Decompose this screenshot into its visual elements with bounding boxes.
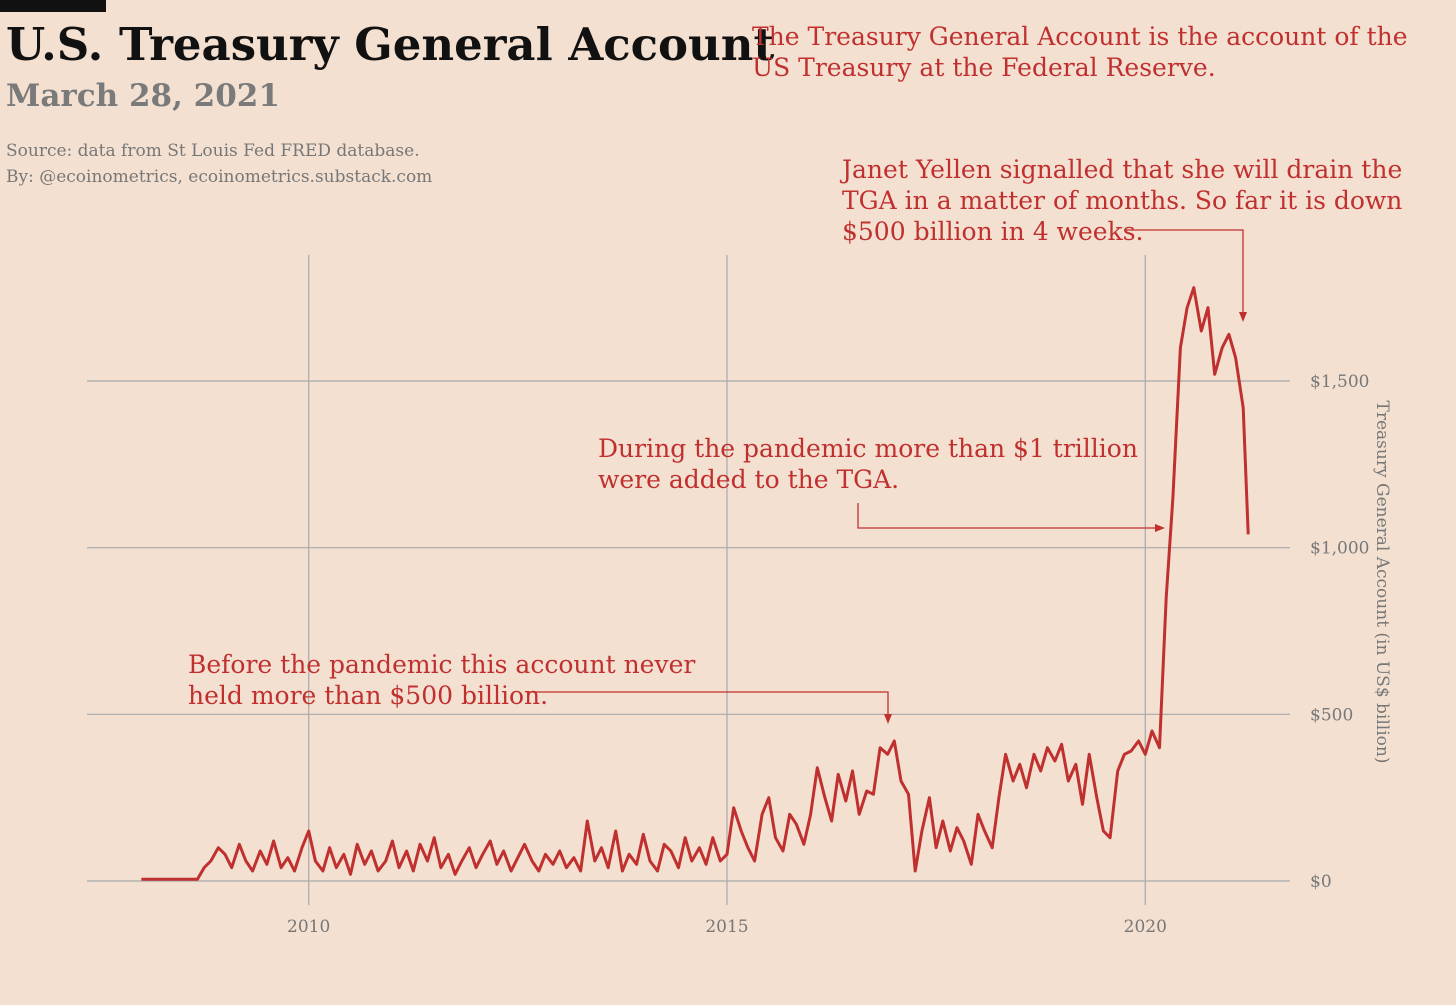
note: The Treasury General Account is the acco…: [752, 22, 1408, 51]
arrowhead: [1239, 312, 1247, 322]
y-tick-label: $0: [1310, 872, 1332, 892]
annotation: were added to the TGA.: [598, 465, 899, 494]
arrowheads: [884, 312, 1247, 724]
y-tick-label: $500: [1310, 705, 1353, 725]
annotation: held more than $500 billion.: [188, 681, 548, 710]
annotation: Janet Yellen signalled that she will dra…: [839, 155, 1402, 184]
x-tick-label: 2010: [287, 917, 330, 937]
arrow: [528, 691, 889, 716]
y-axis-label: Treasury General Account (in US$ billion…: [1372, 401, 1392, 764]
annotation: TGA in a matter of months. So far it is …: [842, 186, 1402, 215]
y-tick-label: $1,500: [1310, 372, 1369, 392]
note: US Treasury at the Federal Reserve.: [752, 53, 1216, 82]
corner-bar: [0, 0, 106, 12]
arrowhead: [1155, 524, 1165, 532]
annotation: Before the pandemic this account never: [188, 650, 695, 679]
y-tick-label: $1,000: [1310, 539, 1369, 559]
annotation: $500 billion in 4 weeks.: [842, 217, 1143, 246]
arrowhead: [884, 714, 892, 724]
source: By: @ecoinometrics, ecoinometrics.substa…: [6, 167, 432, 187]
arrows: [528, 229, 1244, 716]
chart-title: U.S. Treasury General Account: [6, 18, 774, 71]
arrow: [1124, 229, 1244, 314]
plot-area: $0 $500 $1,000 $1,500 2010 2015 2020: [87, 255, 1369, 937]
annotation: During the pandemic more than $1 trillio…: [598, 434, 1138, 463]
source: Source: data from St Louis Fed FRED data…: [6, 141, 420, 161]
line: [141, 286, 1250, 881]
x-tick-label: 2020: [1124, 917, 1167, 937]
arrow: [857, 503, 1157, 529]
x-tick-label: 2015: [705, 917, 748, 937]
chart-subtitle: March 28, 2021: [6, 78, 280, 114]
